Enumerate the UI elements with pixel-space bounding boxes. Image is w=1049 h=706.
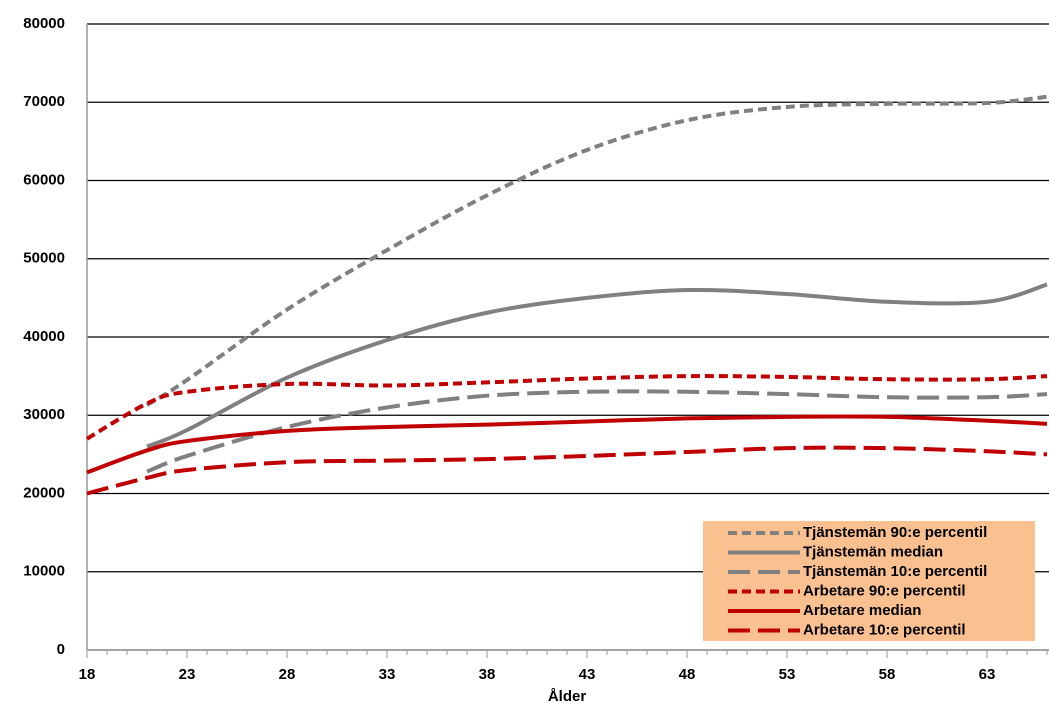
y-tick-label: 80000 xyxy=(23,15,65,32)
x-tick-label: 33 xyxy=(379,666,396,683)
legend-box xyxy=(703,521,1035,641)
x-tick-label: 38 xyxy=(479,666,496,683)
x-tick-label: 43 xyxy=(579,666,596,683)
x-tick-label: 53 xyxy=(779,666,796,683)
x-tick-label: 58 xyxy=(879,666,896,683)
series-line xyxy=(86,414,1048,475)
legend-label: Tjänstemän 90:e percentil xyxy=(803,524,987,541)
y-tick-label: 40000 xyxy=(23,328,65,345)
legend-label: Arbetare 90:e percentil xyxy=(803,582,966,599)
series-line xyxy=(85,374,1048,441)
legend-label: Arbetare median xyxy=(803,602,921,619)
legend-label: Tjänstemän median xyxy=(803,543,943,560)
x-tick-label: 28 xyxy=(279,666,296,683)
y-tick-label: 70000 xyxy=(23,93,65,110)
x-tick-label: 23 xyxy=(179,666,196,683)
x-tick-label: 48 xyxy=(679,666,696,683)
series-line xyxy=(145,94,1048,407)
y-tick-label: 10000 xyxy=(23,563,65,580)
x-tick-label: 63 xyxy=(979,666,996,683)
y-tick-label: 0 xyxy=(57,641,65,658)
legend-label: Arbetare 10:e percentil xyxy=(803,621,966,638)
x-axis-label: Ålder xyxy=(548,688,587,705)
legend-label: Tjänstemän 10:e percentil xyxy=(803,563,987,580)
y-tick-label: 20000 xyxy=(23,484,65,501)
legend: Tjänstemän 90:e percentil Tjänstemän medi… xyxy=(703,521,1035,641)
y-tick-label: 30000 xyxy=(23,406,65,423)
series-line xyxy=(86,445,1048,496)
x-tick-label: 18 xyxy=(79,666,96,683)
y-tick-label: 60000 xyxy=(23,171,65,188)
y-tick-label: 50000 xyxy=(23,250,65,267)
